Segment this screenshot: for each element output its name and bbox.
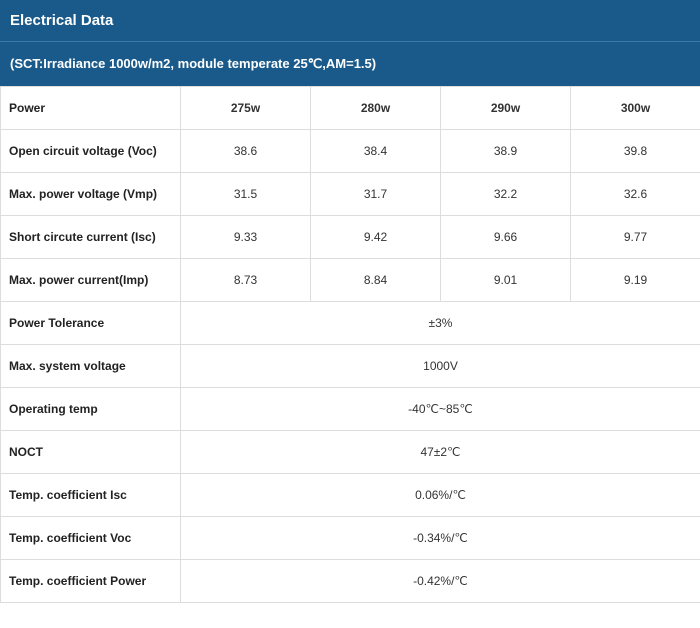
spec-label: Max. power voltage (Vmp) <box>1 173 181 216</box>
merged-label: Operating temp <box>1 388 181 431</box>
merged-val: -0.34%/℃ <box>181 517 700 560</box>
merged-row: Power Tolerance ±3% <box>1 302 700 345</box>
spec-table-body: Power 275w 280w 290w 300w Open circuit v… <box>1 87 700 603</box>
spec-label: Max. power current(Imp) <box>1 259 181 302</box>
power-col-3: 300w <box>571 87 700 130</box>
merged-label: NOCT <box>1 431 181 474</box>
spec-val: 9.19 <box>571 259 700 302</box>
power-header-row: Power 275w 280w 290w 300w <box>1 87 700 130</box>
merged-row: NOCT 47±2℃ <box>1 431 700 474</box>
merged-val: 1000V <box>181 345 700 388</box>
spec-val: 32.6 <box>571 173 700 216</box>
spec-row: Short circute current (Isc) 9.33 9.42 9.… <box>1 216 700 259</box>
power-col-1: 280w <box>311 87 441 130</box>
merged-row: Max. system voltage 1000V <box>1 345 700 388</box>
spec-val: 39.8 <box>571 130 700 173</box>
spec-val: 9.42 <box>311 216 441 259</box>
merged-row: Temp. coefficient Isc 0.06%/℃ <box>1 474 700 517</box>
power-col-2: 290w <box>441 87 571 130</box>
merged-val: 47±2℃ <box>181 431 700 474</box>
merged-label: Temp. coefficient Power <box>1 560 181 603</box>
spec-val: 9.01 <box>441 259 571 302</box>
spec-row: Max. power current(Imp) 8.73 8.84 9.01 9… <box>1 259 700 302</box>
merged-row: Operating temp -40℃~85℃ <box>1 388 700 431</box>
spec-val: 32.2 <box>441 173 571 216</box>
electrical-data-panel: Electrical Data (SCT:Irradiance 1000w/m2… <box>0 0 700 603</box>
spec-val: 38.9 <box>441 130 571 173</box>
spec-row: Open circuit voltage (Voc) 38.6 38.4 38.… <box>1 130 700 173</box>
spec-val: 8.73 <box>181 259 311 302</box>
spec-val: 9.33 <box>181 216 311 259</box>
merged-row: Temp. coefficient Voc -0.34%/℃ <box>1 517 700 560</box>
spec-val: 9.66 <box>441 216 571 259</box>
merged-val: -0.42%/℃ <box>181 560 700 603</box>
merged-label: Max. system voltage <box>1 345 181 388</box>
spec-val: 38.6 <box>181 130 311 173</box>
merged-row: Temp. coefficient Power -0.42%/℃ <box>1 560 700 603</box>
spec-val: 9.77 <box>571 216 700 259</box>
panel-title: Electrical Data <box>0 0 700 41</box>
spec-row: Max. power voltage (Vmp) 31.5 31.7 32.2 … <box>1 173 700 216</box>
merged-label: Temp. coefficient Voc <box>1 517 181 560</box>
spec-val: 8.84 <box>311 259 441 302</box>
power-label: Power <box>1 87 181 130</box>
spec-val: 31.7 <box>311 173 441 216</box>
spec-val: 38.4 <box>311 130 441 173</box>
spec-val: 31.5 <box>181 173 311 216</box>
merged-label: Power Tolerance <box>1 302 181 345</box>
merged-val: -40℃~85℃ <box>181 388 700 431</box>
spec-label: Short circute current (Isc) <box>1 216 181 259</box>
spec-table: Power 275w 280w 290w 300w Open circuit v… <box>0 86 700 603</box>
merged-label: Temp. coefficient Isc <box>1 474 181 517</box>
power-col-0: 275w <box>181 87 311 130</box>
panel-subtitle: (SCT:Irradiance 1000w/m2, module tempera… <box>0 41 700 86</box>
merged-val: 0.06%/℃ <box>181 474 700 517</box>
merged-val: ±3% <box>181 302 700 345</box>
spec-label: Open circuit voltage (Voc) <box>1 130 181 173</box>
